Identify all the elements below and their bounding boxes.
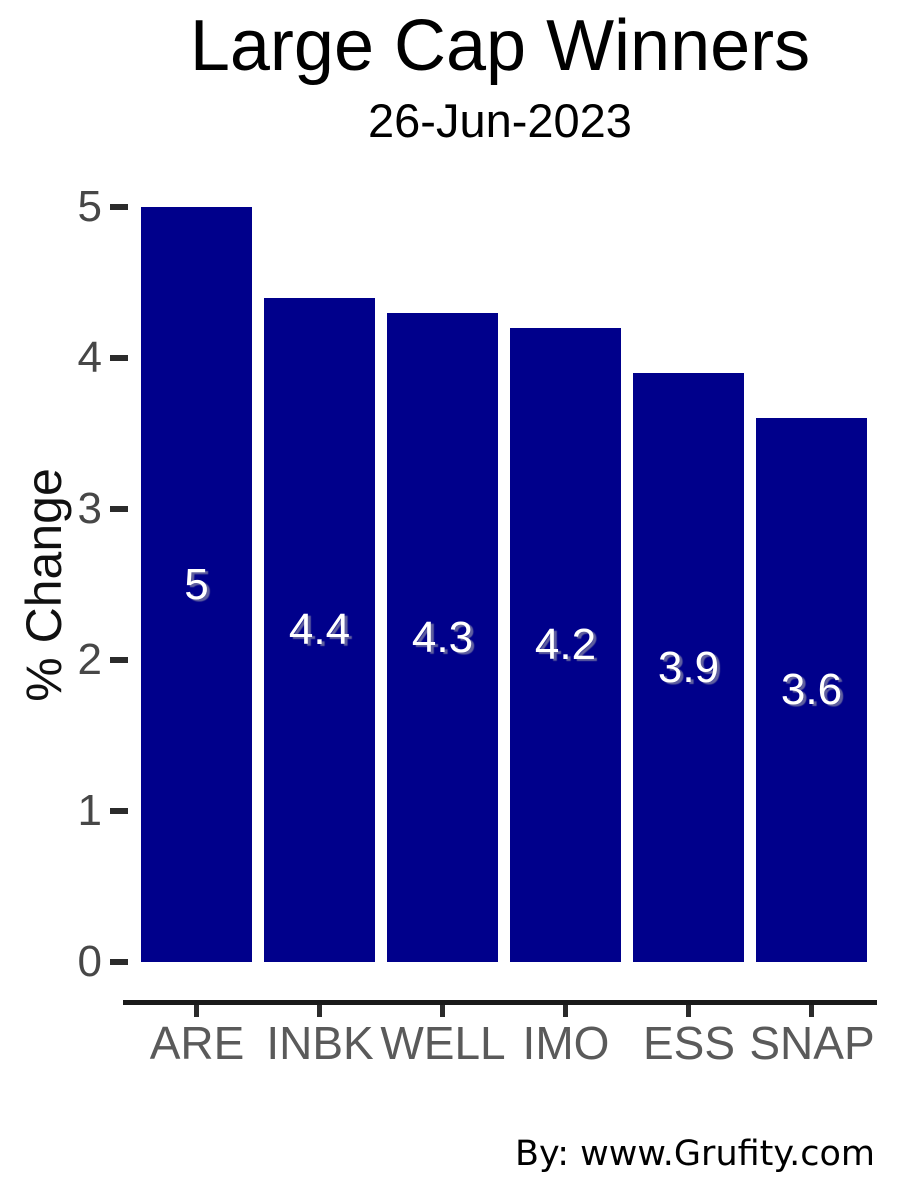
x-tick-mark	[317, 1005, 322, 1017]
x-tick-mark	[686, 1005, 691, 1017]
y-tick-label: 5	[77, 182, 102, 231]
bar-inbk	[264, 298, 375, 962]
bar-value-label: 3.9	[657, 643, 720, 692]
x-axis-line	[123, 1000, 877, 1005]
x-tick-mark	[440, 1005, 445, 1017]
y-tick-label: 3	[77, 484, 102, 533]
x-tick-mark	[194, 1005, 199, 1017]
bar-value-label: 4.3	[411, 613, 474, 662]
bar-value-label: 4.2	[534, 620, 597, 669]
y-tick-label: 0	[77, 937, 102, 986]
y-tick-label: 4	[77, 333, 102, 382]
bar-ess	[633, 373, 744, 962]
x-tick-label-snap: SNAP	[749, 1017, 875, 1069]
bar-snap	[756, 418, 867, 962]
y-tick-mark	[110, 808, 128, 814]
bar-imo	[510, 328, 621, 962]
x-tick-label-are: ARE	[149, 1017, 245, 1069]
x-tick-label-ess: ESS	[642, 1017, 736, 1069]
y-tick-mark	[110, 355, 128, 361]
chart-title: Large Cap Winners	[189, 6, 811, 86]
bar-are	[141, 207, 252, 962]
y-tick-mark	[110, 204, 128, 210]
y-tick-mark	[110, 657, 128, 663]
y-tick-label: 2	[77, 635, 102, 684]
y-tick-label: 1	[77, 786, 102, 835]
y-tick-mark	[110, 959, 128, 965]
x-tick-mark	[563, 1005, 568, 1017]
x-tick-label-inbk: INBK	[266, 1017, 374, 1069]
x-tick-mark	[809, 1005, 814, 1017]
bar-value-label: 4.4	[288, 605, 351, 654]
chart-subtitle: 26-Jun-2023	[368, 94, 632, 147]
x-tick-label-imo: IMO	[522, 1017, 610, 1069]
y-tick-mark	[110, 506, 128, 512]
bar-value-label: 5	[184, 560, 209, 609]
bar-value-label: 3.6	[780, 665, 843, 714]
footer-credit: By: www.Grufity.com	[515, 1134, 875, 1174]
bar-well	[387, 313, 498, 962]
x-tick-label-well: WELL	[380, 1017, 506, 1069]
